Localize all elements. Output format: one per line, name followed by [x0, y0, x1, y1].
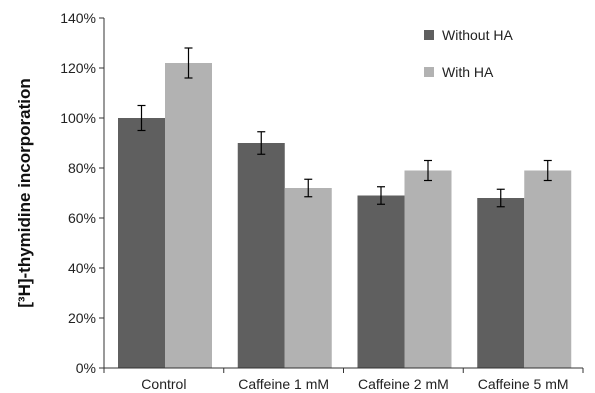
bar: [524, 170, 572, 368]
bar: [357, 195, 405, 368]
bar: [237, 143, 285, 368]
y-tick-label: 20%: [68, 310, 96, 326]
bar: [284, 188, 332, 368]
y-axis-title: [³H]-thymidine incorporation: [15, 78, 34, 307]
y-tick-label: 60%: [68, 210, 96, 226]
y-tick-label: 0%: [76, 360, 96, 376]
bar: [165, 63, 212, 368]
y-tick-label: 80%: [68, 160, 96, 176]
x-category-label: Caffeine 5 mM: [478, 376, 569, 392]
x-axis-ticks: Control Caffeine 1 mM Caffeine 2 mM Caffein…: [103, 368, 584, 392]
x-category-label: Caffeine 1 mM: [238, 376, 329, 392]
y-tick-label: 140%: [60, 10, 96, 26]
series-with-ha: [165, 47, 572, 368]
legend-swatch: [424, 30, 434, 40]
plot-area: [118, 47, 572, 368]
y-tick-label: 120%: [60, 60, 96, 76]
bar: [477, 198, 525, 368]
legend: Without HA With HA: [424, 27, 513, 80]
legend-item: Without HA: [424, 27, 513, 43]
y-tick-label: 40%: [68, 260, 96, 276]
legend-label: Without HA: [442, 27, 513, 43]
legend-label: With HA: [442, 64, 494, 80]
bar: [404, 170, 452, 368]
y-tick-label: 100%: [60, 110, 96, 126]
series-without-ha: [118, 104, 525, 368]
x-category-label: Caffeine 2 mM: [358, 376, 449, 392]
legend-swatch: [424, 67, 434, 77]
bar: [118, 118, 165, 368]
legend-item: With HA: [424, 64, 494, 80]
x-category-label: Control: [141, 376, 186, 392]
y-axis-ticks: 0% 20% 40% 60% 80% 100% 120% 140%: [60, 10, 104, 376]
